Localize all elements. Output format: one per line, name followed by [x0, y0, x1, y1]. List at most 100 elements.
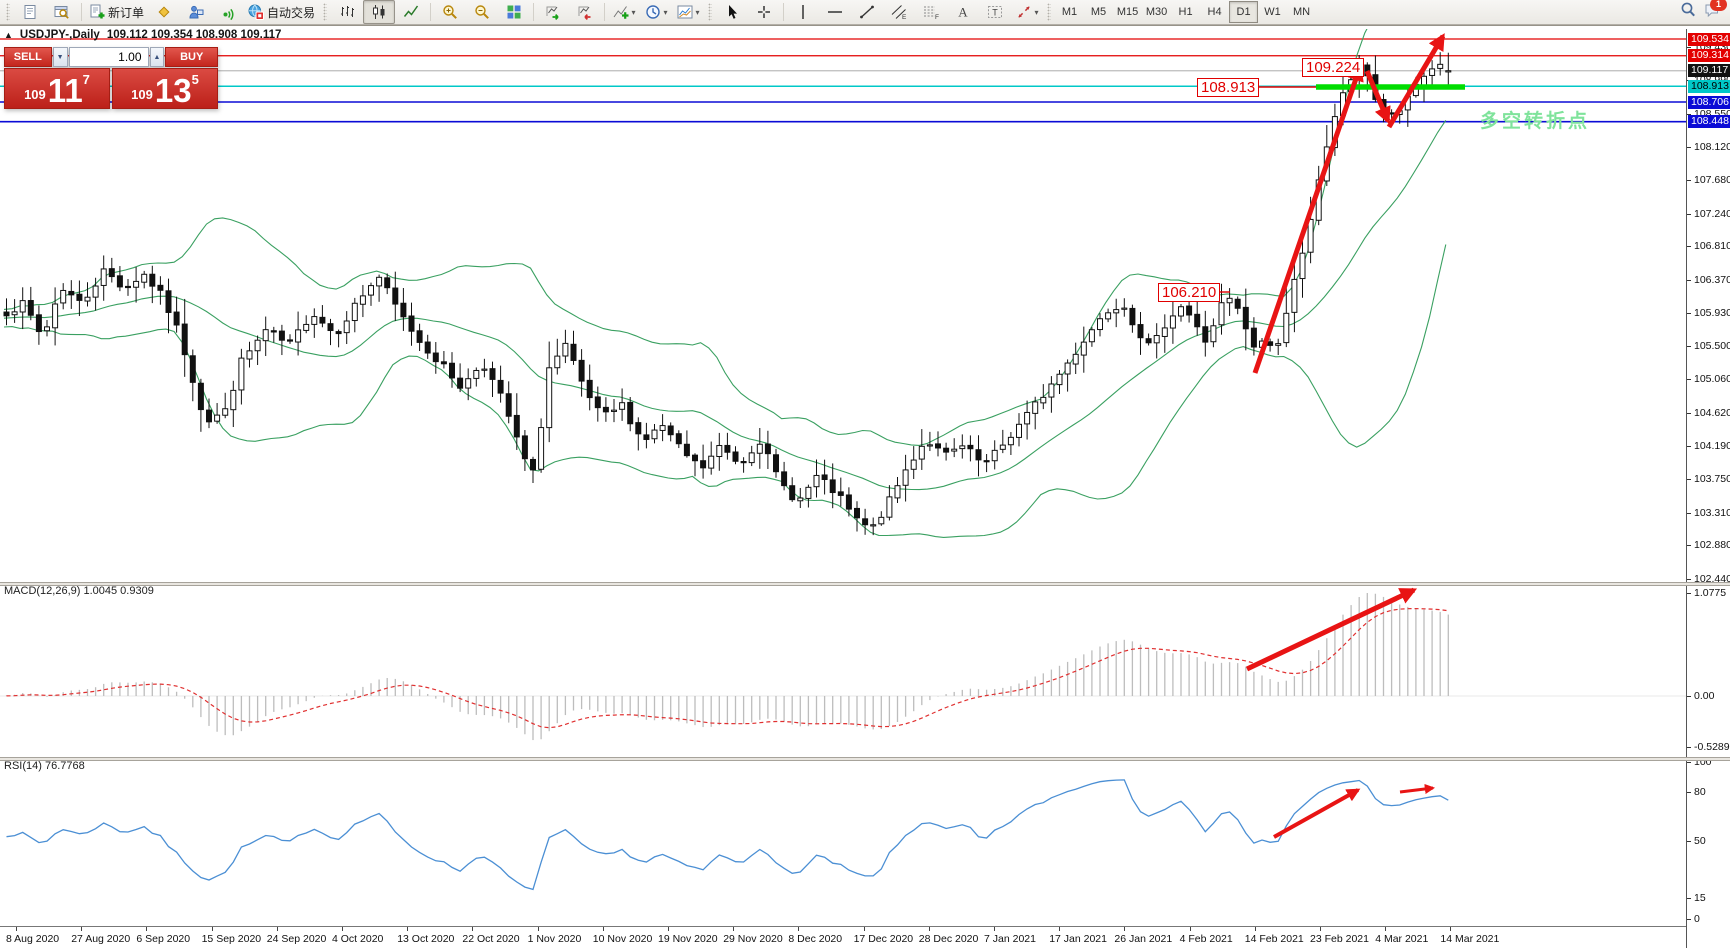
date-label: 4 Mar 2021 — [1375, 933, 1429, 945]
sell-price-button[interactable]: 109 11 7 — [4, 68, 110, 109]
svg-text:E: E — [902, 14, 907, 20]
buy-button[interactable]: BUY — [165, 47, 218, 67]
periods-dropdown-icon[interactable]: ▾ — [663, 7, 668, 17]
text-label-tool-button[interactable]: T — [979, 0, 1011, 24]
volume-input[interactable] — [68, 47, 149, 67]
templates-dropdown-icon[interactable]: ▾ — [695, 7, 700, 17]
one-click-trading-panel: SELL ▼ ▲ BUY 109 11 7 109 13 5 — [4, 47, 218, 109]
tile-windows-button[interactable] — [498, 0, 530, 24]
chart-header: ▲ USDJPY-,Daily 109.112 109.354 108.908 … — [4, 29, 281, 41]
indicators-button[interactable]: ▾ — [608, 0, 640, 24]
date-label: 4 Feb 2021 — [1179, 933, 1233, 945]
buy-price-pip: 5 — [191, 72, 199, 87]
price-badge-108706: 108.706 — [1688, 95, 1730, 109]
algo-trading-button[interactable]: 自动交易 — [244, 0, 319, 24]
vertical-line-tool-button[interactable] — [787, 0, 819, 24]
notification-count-badge: 1 — [1710, 0, 1727, 11]
notifications-icon[interactable]: 1 — [1704, 0, 1727, 23]
new-order-button[interactable]: 新订单 — [85, 0, 148, 24]
timeframe-m15-button[interactable]: M15 — [1116, 6, 1139, 18]
date-label: 8 Dec 2020 — [788, 933, 843, 945]
ohlc-values: 109.112 109.354 108.908 109.117 — [106, 29, 282, 41]
candle-chart-type-button[interactable] — [363, 0, 396, 24]
chart-profiles-button[interactable] — [46, 0, 78, 24]
price-scale[interactable]: 109.430108.990108.550108.120107.680107.2… — [1686, 29, 1730, 948]
equidistant-channel-tool-button[interactable]: E — [883, 0, 915, 24]
cursor-tool-button[interactable] — [716, 0, 748, 24]
zoom-out-button[interactable] — [466, 0, 498, 24]
buy-price-button[interactable]: 109 13 5 — [112, 68, 218, 109]
price-tick-label: 106.370 — [1694, 273, 1730, 286]
macd-tick-label: 0.00 — [1694, 690, 1715, 702]
zoom-in-icon — [442, 4, 458, 20]
signals-button[interactable] — [212, 0, 244, 24]
fibonacci-tool-button[interactable]: F — [915, 0, 947, 24]
zoom-out-icon — [474, 4, 490, 20]
macd-canvas[interactable] — [0, 586, 1686, 757]
timeframe-h4-button[interactable]: H4 — [1207, 6, 1222, 18]
line-chart-type-button[interactable] — [395, 0, 427, 24]
new-chart-button[interactable] — [14, 0, 46, 24]
new-chart-icon — [22, 4, 38, 20]
periods-button[interactable]: ▾ — [640, 0, 672, 24]
volume-increase-button[interactable]: ▲ — [149, 47, 165, 67]
panel-splitter-macd[interactable] — [0, 582, 1730, 586]
timeframe-h1-button[interactable]: H1 — [1178, 6, 1193, 18]
time-axis[interactable]: 8 Aug 2020 27 Aug 2020 6 Sep 2020 15 Sep 20… — [0, 926, 1686, 949]
macd-tick-label: 1.0775 — [1694, 586, 1727, 599]
arrows-tool-button[interactable]: ▾ — [1011, 0, 1043, 24]
signals-icon — [220, 4, 236, 20]
price-badge-109117: 109.117 — [1688, 64, 1730, 78]
toolbar-separator — [783, 3, 785, 21]
sell-price-prefix: 109 — [24, 87, 46, 102]
rsi-tick-label: 15 — [1694, 892, 1706, 905]
toolbar-separator — [430, 3, 432, 21]
price-label-106210[interactable]: 106.210 — [1158, 283, 1221, 302]
new-order-icon — [89, 4, 105, 20]
market-terminal-button[interactable] — [180, 0, 212, 24]
vertical-line-tool-icon — [795, 4, 811, 20]
search-icon[interactable] — [1680, 2, 1696, 23]
bar-chart-type-icon — [339, 4, 355, 20]
chart-window[interactable]: 109.430108.990108.550108.120107.680107.2… — [0, 25, 1730, 949]
panel-splitter-rsi[interactable] — [0, 757, 1730, 761]
toolbar-grip — [1047, 3, 1052, 21]
arrows-tool-dropdown-icon[interactable]: ▾ — [1034, 7, 1039, 17]
rsi-canvas[interactable] — [0, 761, 1686, 926]
toolbar-separator — [81, 3, 82, 21]
templates-button[interactable]: ▾ — [672, 0, 704, 24]
collapse-panel-icon[interactable]: ▲ — [4, 30, 13, 40]
trendline-tool-button[interactable] — [851, 0, 883, 24]
rsi-indicator-label: RSI(14) 76.7768 — [4, 760, 85, 772]
price-label-109224[interactable]: 109.224 — [1302, 58, 1365, 77]
timeframe-mn-button[interactable]: MN — [1292, 6, 1311, 18]
zoom-in-button[interactable] — [434, 0, 466, 24]
candle-chart-type-icon — [371, 4, 387, 20]
date-label: 15 Sep 2020 — [201, 933, 262, 945]
timeframe-m5-button[interactable]: M5 — [1090, 6, 1107, 18]
chart-shift-button[interactable] — [569, 0, 601, 24]
date-label: 22 Oct 2020 — [462, 933, 520, 945]
price-label-108913[interactable]: 108.913 — [1197, 78, 1260, 97]
indicators-dropdown-icon[interactable]: ▾ — [631, 7, 636, 17]
text-tool-button[interactable]: A — [947, 0, 979, 24]
turning-point-note[interactable]: 多空转折点 — [1480, 111, 1591, 132]
auto-scroll-button[interactable] — [537, 0, 569, 24]
bar-chart-type-button[interactable] — [331, 0, 363, 24]
sell-price-pip: 7 — [82, 72, 90, 87]
sell-button[interactable]: SELL — [4, 47, 52, 67]
rsi-tick-label: 50 — [1694, 835, 1706, 847]
timeframe-m30-button[interactable]: M30 — [1145, 6, 1168, 18]
date-label: 27 Aug 2020 — [71, 933, 131, 945]
timeframe-d1-button[interactable]: D1 — [1229, 1, 1259, 23]
price-tick-label: 106.810 — [1694, 240, 1730, 253]
buy-price-big: 13 — [154, 72, 192, 109]
crosshair-tool-button[interactable] — [748, 0, 780, 24]
metaeditor-button[interactable] — [148, 0, 180, 24]
volume-decrease-button[interactable]: ▼ — [52, 47, 68, 67]
price-chart-canvas[interactable] — [0, 29, 1686, 582]
timeframe-m1-button[interactable]: M1 — [1061, 6, 1078, 18]
buy-price-prefix: 109 — [131, 87, 153, 102]
timeframe-w1-button[interactable]: W1 — [1264, 6, 1281, 18]
horizontal-line-tool-button[interactable] — [819, 0, 851, 24]
